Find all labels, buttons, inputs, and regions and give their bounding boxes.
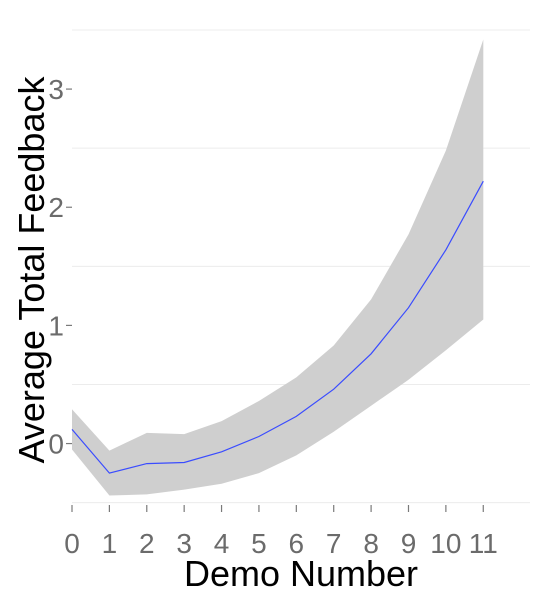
mean-line-series bbox=[71, 180, 484, 474]
confidence-band bbox=[72, 39, 484, 496]
x-tick-label: 3 bbox=[176, 528, 192, 559]
x-tick-label: 11 bbox=[469, 528, 498, 559]
x-axis: 0 1 2 3 4 5 6 7 8 9 10 11 bbox=[64, 505, 498, 559]
y-axis-title: Average Total Feedback bbox=[11, 76, 52, 464]
mean-line bbox=[71, 180, 484, 474]
y-axis: 0 1 2 3 bbox=[48, 74, 72, 460]
x-tick-label: 1 bbox=[102, 528, 118, 559]
x-tick-label: 5 bbox=[251, 528, 267, 559]
x-tick-label: 7 bbox=[326, 528, 342, 559]
y-tick-label: 0 bbox=[48, 429, 64, 460]
y-tick-label: 3 bbox=[48, 74, 64, 105]
x-tick-label: 8 bbox=[363, 528, 379, 559]
y-tick-label: 2 bbox=[48, 192, 64, 223]
x-axis-title: Demo Number bbox=[184, 553, 418, 594]
x-tick-label: 10 bbox=[430, 528, 461, 559]
x-tick-label: 2 bbox=[139, 528, 155, 559]
x-tick-label: 6 bbox=[289, 528, 305, 559]
x-tick-label: 9 bbox=[401, 528, 417, 559]
y-tick-label: 1 bbox=[48, 310, 64, 341]
x-tick-label: 0 bbox=[64, 528, 80, 559]
x-tick-label: 4 bbox=[214, 528, 230, 559]
confidence-band-area bbox=[72, 39, 484, 496]
